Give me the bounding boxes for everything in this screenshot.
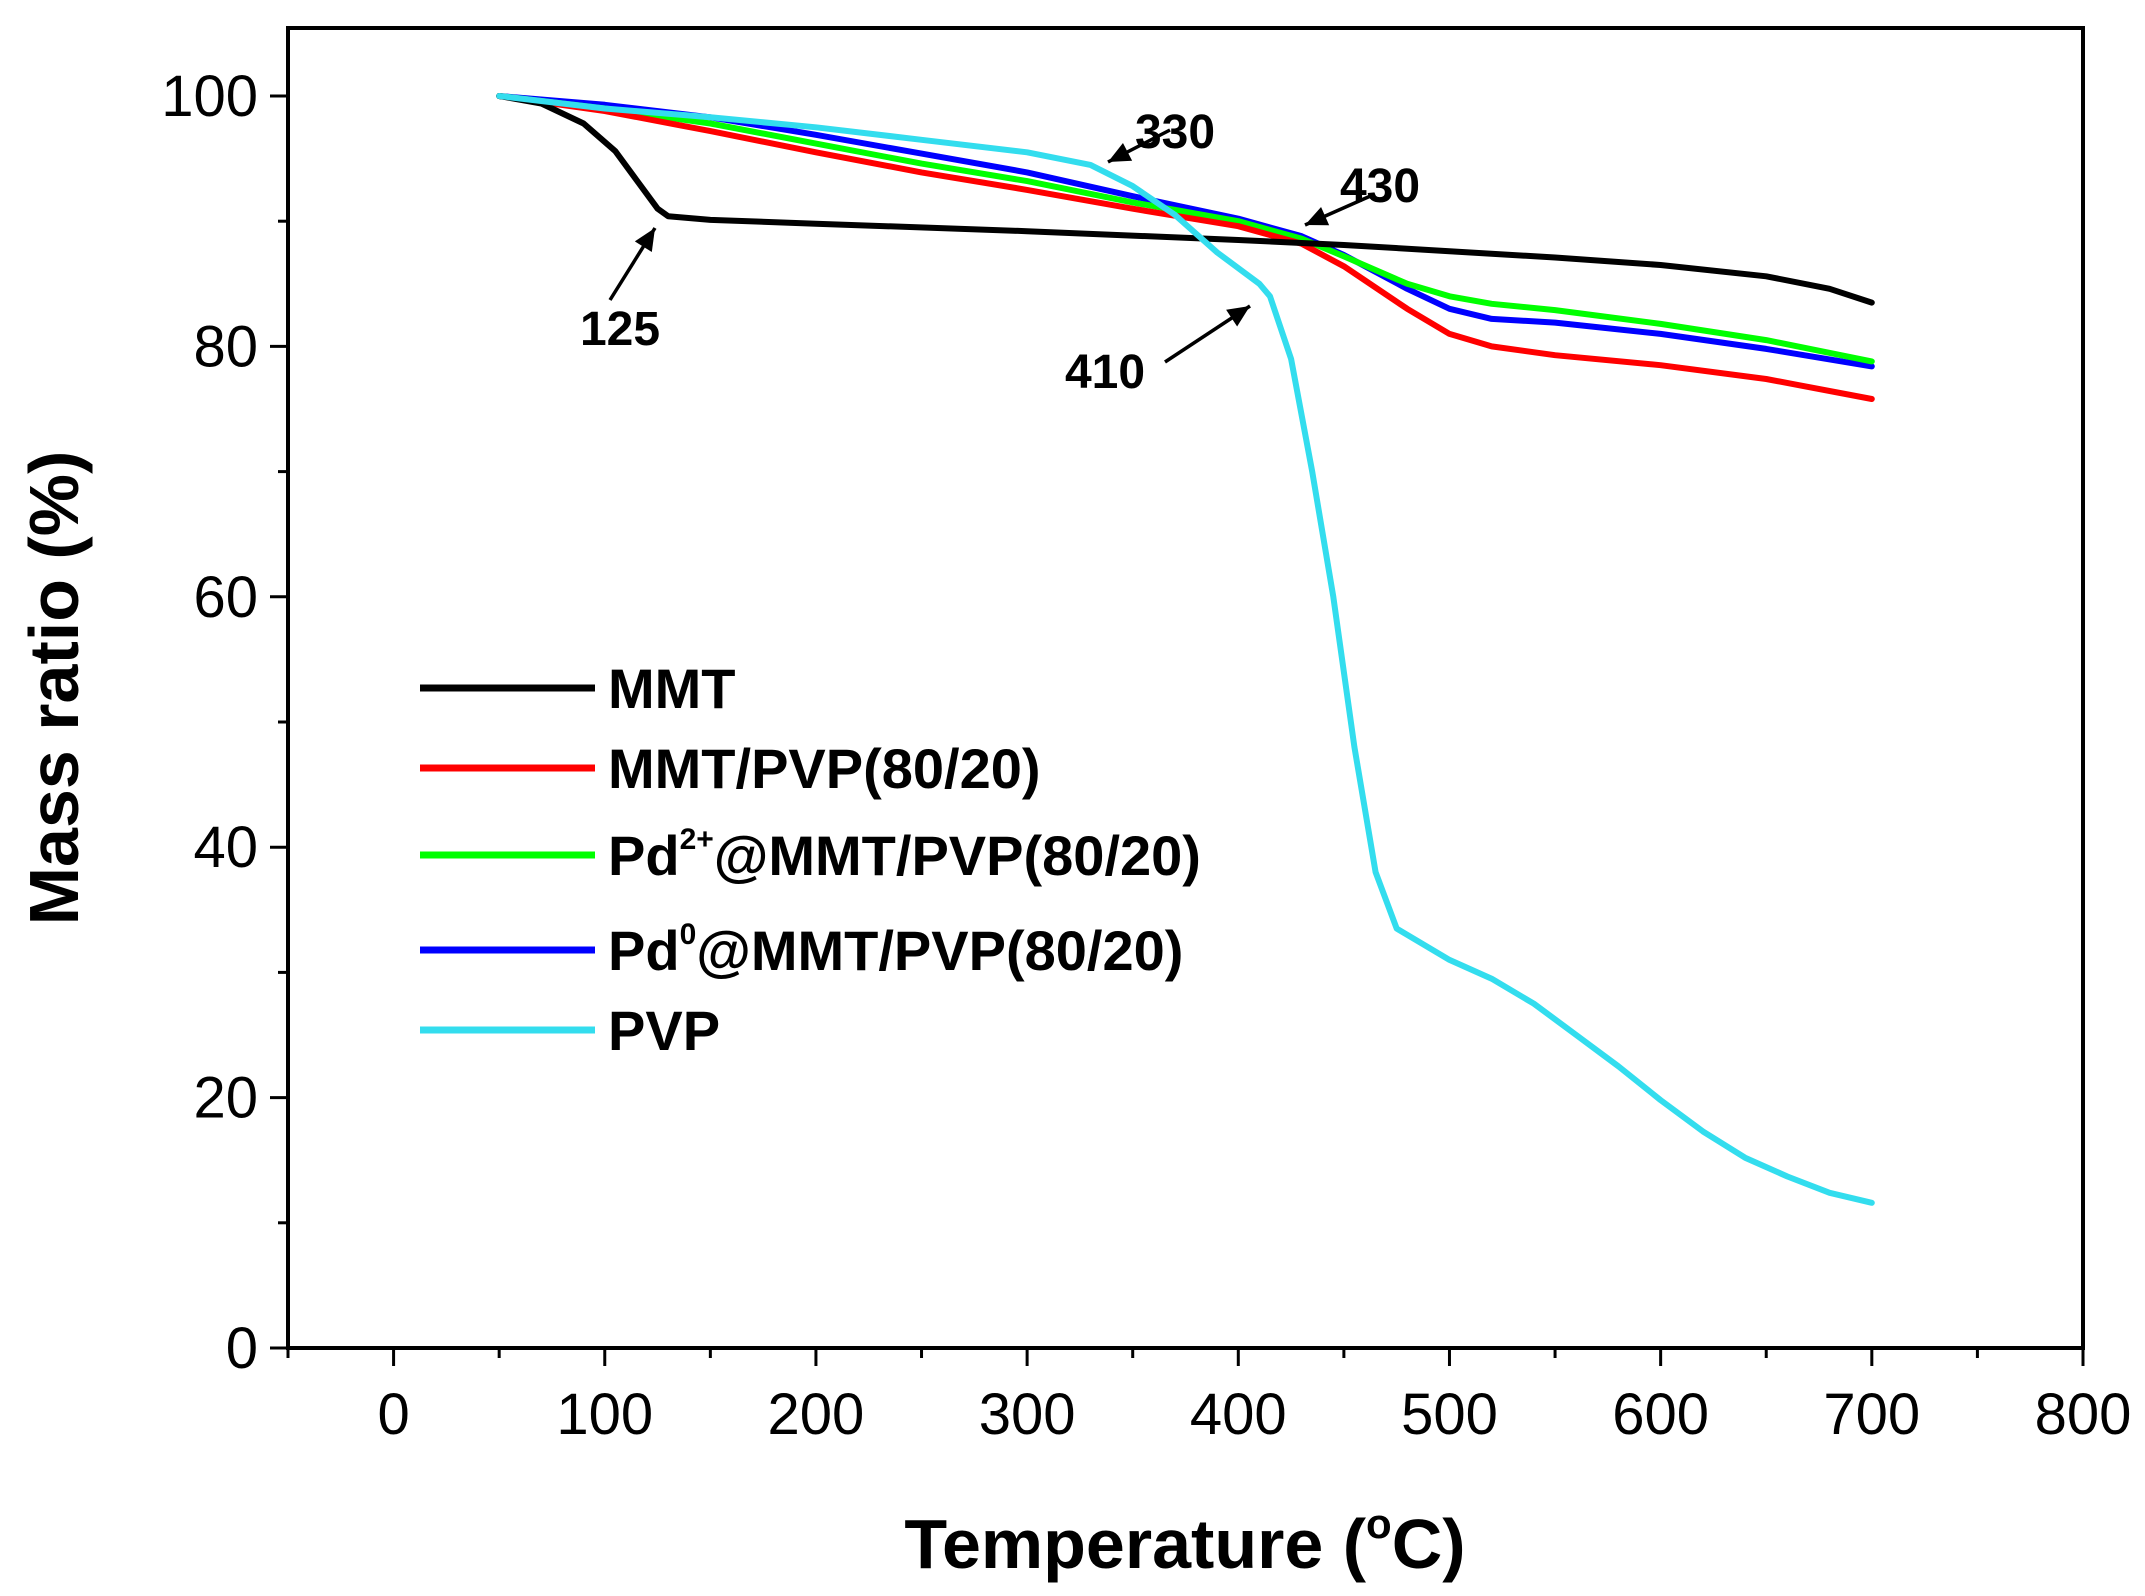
annotation-arrowhead bbox=[1305, 206, 1330, 226]
annotation-arrowhead bbox=[1108, 143, 1133, 162]
legend-label: Pd0@MMT/PVP(80/20) bbox=[608, 918, 1183, 982]
y-tick-label: 60 bbox=[193, 565, 258, 630]
legend-label: Pd2+@MMT/PVP(80/20) bbox=[608, 823, 1201, 887]
annotation-arrowhead bbox=[1226, 306, 1250, 327]
peak-annotations: 125 330 410 430 bbox=[580, 106, 1420, 399]
data-series bbox=[496, 93, 1875, 1206]
y-tick-label: 100 bbox=[161, 64, 258, 129]
series-line-pvp bbox=[496, 93, 1875, 1206]
x-tick-label: 700 bbox=[1823, 1382, 1920, 1447]
series-line-pd2-mmt-pvp-80-20- bbox=[496, 93, 1875, 365]
x-tick-label: 100 bbox=[556, 1382, 653, 1447]
x-tick-label: 0 bbox=[377, 1382, 409, 1447]
y-axis-title: Mass ratio (%) bbox=[15, 451, 93, 926]
y-tick-label: 80 bbox=[193, 314, 258, 379]
axis-tick-labels: 0 100 200 300 400 500 600 700 800 0 20 40 60 80 100 bbox=[161, 64, 2131, 1447]
x-axis-title: Temperature (oC) bbox=[904, 1500, 1465, 1583]
annotation-arrowhead bbox=[634, 228, 655, 252]
annotation-label-410: 410 bbox=[1065, 346, 1145, 399]
annotation-label-330: 330 bbox=[1135, 106, 1215, 159]
legend-label: MMT/PVP(80/20) bbox=[608, 737, 1041, 800]
legend-label: PVP bbox=[608, 999, 720, 1062]
annotation-label-125: 125 bbox=[580, 303, 660, 356]
x-tick-label: 400 bbox=[1190, 1382, 1287, 1447]
plot-frame bbox=[286, 26, 2085, 1350]
y-tick-label: 20 bbox=[193, 1066, 258, 1131]
legend: MMT MMT/PVP(80/20) Pd2+@MMT/PVP(80/20) Pd0@… bbox=[420, 657, 1201, 1062]
x-tick-label: 300 bbox=[979, 1382, 1076, 1447]
x-tick-label: 500 bbox=[1401, 1382, 1498, 1447]
x-tick-label: 800 bbox=[2035, 1382, 2132, 1447]
y-tick-label: 40 bbox=[193, 815, 258, 880]
y-tick-label: 0 bbox=[226, 1316, 258, 1381]
axis-ticks bbox=[270, 94, 2085, 1366]
series-line-mmt bbox=[496, 93, 1875, 306]
annotation-label-430: 430 bbox=[1340, 160, 1420, 213]
x-tick-label: 600 bbox=[1612, 1382, 1709, 1447]
x-tick-label: 200 bbox=[768, 1382, 865, 1447]
legend-label: MMT bbox=[608, 657, 736, 720]
